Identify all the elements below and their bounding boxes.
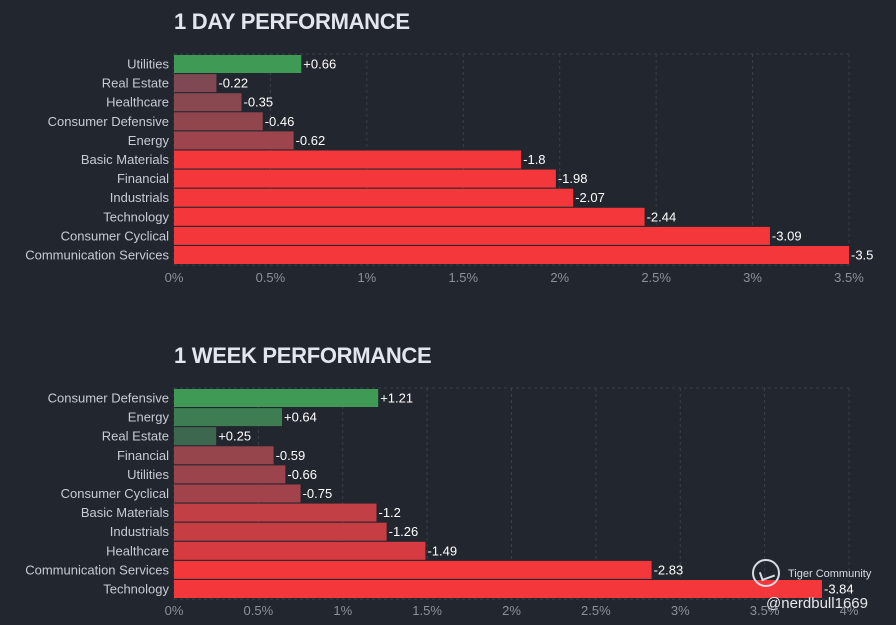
value-label: +0.64 <box>284 410 317 425</box>
x-tick-label: 0% <box>165 603 184 618</box>
value-label: -0.75 <box>303 486 333 501</box>
bar-healthcare <box>174 93 242 112</box>
bar-consumer-defensive <box>174 389 379 407</box>
category-label: Energy <box>128 133 170 148</box>
value-label: -3.09 <box>772 228 802 243</box>
category-label: Technology <box>103 582 169 597</box>
value-label: +0.25 <box>218 429 251 444</box>
category-label: Financial <box>117 448 169 463</box>
day-chart-title: 1 DAY PERFORMANCE <box>174 9 410 34</box>
x-tick-label: 0% <box>165 270 184 285</box>
value-label: -0.35 <box>244 95 274 110</box>
x-tick-label: 1% <box>357 270 376 285</box>
x-tick-label: 3.5% <box>750 603 780 618</box>
category-label: Industrials <box>110 190 170 205</box>
category-label: Communication Services <box>25 562 169 577</box>
tiger-logo-icon <box>752 559 780 587</box>
bar-technology <box>174 207 645 226</box>
category-label: Basic Materials <box>81 152 170 167</box>
bar-financial <box>174 446 274 465</box>
value-label: -2.07 <box>575 190 605 205</box>
bar-healthcare <box>174 541 426 560</box>
category-label: Communication Services <box>25 248 169 263</box>
x-tick-label: 1% <box>333 603 352 618</box>
value-label: -1.49 <box>427 543 457 558</box>
value-label: -0.66 <box>287 467 317 482</box>
x-tick-label: 1.5% <box>448 270 478 285</box>
x-tick-label: 2% <box>550 270 569 285</box>
category-label: Real Estate <box>102 76 169 91</box>
value-label: -0.46 <box>265 114 295 129</box>
x-tick-label: 2.5% <box>581 603 611 618</box>
bar-utilities <box>174 55 302 73</box>
x-tick-label: 1.5% <box>412 603 442 618</box>
category-label: Industrials <box>110 524 170 539</box>
x-tick-label: 0.5% <box>244 603 274 618</box>
category-label: Healthcare <box>106 95 169 110</box>
category-label: Energy <box>128 410 170 425</box>
category-label: Consumer Defensive <box>48 114 169 129</box>
value-label: -3.84 <box>824 582 854 597</box>
watermark-brand: Tiger Community <box>788 568 872 580</box>
bar-basic-materials <box>174 503 377 522</box>
bar-basic-materials <box>174 150 522 169</box>
week-chart-title: 1 WEEK PERFORMANCE <box>174 343 432 368</box>
category-label: Consumer Defensive <box>48 391 169 406</box>
value-label: -1.26 <box>389 524 419 539</box>
bar-financial <box>174 169 556 188</box>
bar-real-estate <box>174 427 217 446</box>
bar-industrials <box>174 188 574 207</box>
x-tick-label: 3% <box>743 270 762 285</box>
value-label: -0.62 <box>296 133 326 148</box>
category-label: Basic Materials <box>81 505 170 520</box>
category-label: Utilities <box>127 467 169 482</box>
bar-consumer-cyclical <box>174 484 301 503</box>
value-label: +0.66 <box>303 57 336 72</box>
bar-industrials <box>174 522 387 541</box>
category-label: Technology <box>103 209 169 224</box>
x-tick-label: 4% <box>840 603 859 618</box>
x-tick-label: 3% <box>671 603 690 618</box>
category-label: Financial <box>117 171 169 186</box>
watermark-handle: @nerdbull1669 <box>766 595 868 612</box>
bar-technology <box>174 580 822 598</box>
bar-energy <box>174 131 294 150</box>
value-label: -0.59 <box>276 448 306 463</box>
bar-communication-services <box>174 246 849 264</box>
bar-real-estate <box>174 74 217 93</box>
bar-consumer-cyclical <box>174 226 770 245</box>
watermark: Tiger Community @nerdbull1669 <box>752 559 892 619</box>
x-tick-label: 3.5% <box>834 270 864 285</box>
x-tick-label: 0.5% <box>256 270 286 285</box>
bar-communication-services <box>174 560 652 579</box>
bar-energy <box>174 408 282 427</box>
category-label: Consumer Cyclical <box>61 228 169 243</box>
value-label: -1.98 <box>558 171 588 186</box>
value-label: +1.21 <box>380 391 413 406</box>
value-label: -2.83 <box>654 562 684 577</box>
category-label: Healthcare <box>106 543 169 558</box>
value-label: -0.22 <box>218 76 248 91</box>
x-tick-label: 2% <box>502 603 521 618</box>
category-label: Real Estate <box>102 429 169 444</box>
category-label: Consumer Cyclical <box>61 486 169 501</box>
value-label: -1.8 <box>523 152 545 167</box>
bar-utilities <box>174 465 286 484</box>
day-performance-chart: 0% 0.5% 1% 1.5% 2% 2.5% 3% 3.5% Utilities +0.66 Re… <box>25 53 873 285</box>
x-tick-label: 2.5% <box>641 270 671 285</box>
value-label: -1.2 <box>379 505 401 520</box>
bar-consumer-defensive <box>174 112 263 131</box>
category-label: Utilities <box>127 57 169 72</box>
value-label: -2.44 <box>647 209 677 224</box>
value-label: -3.5 <box>851 248 873 263</box>
